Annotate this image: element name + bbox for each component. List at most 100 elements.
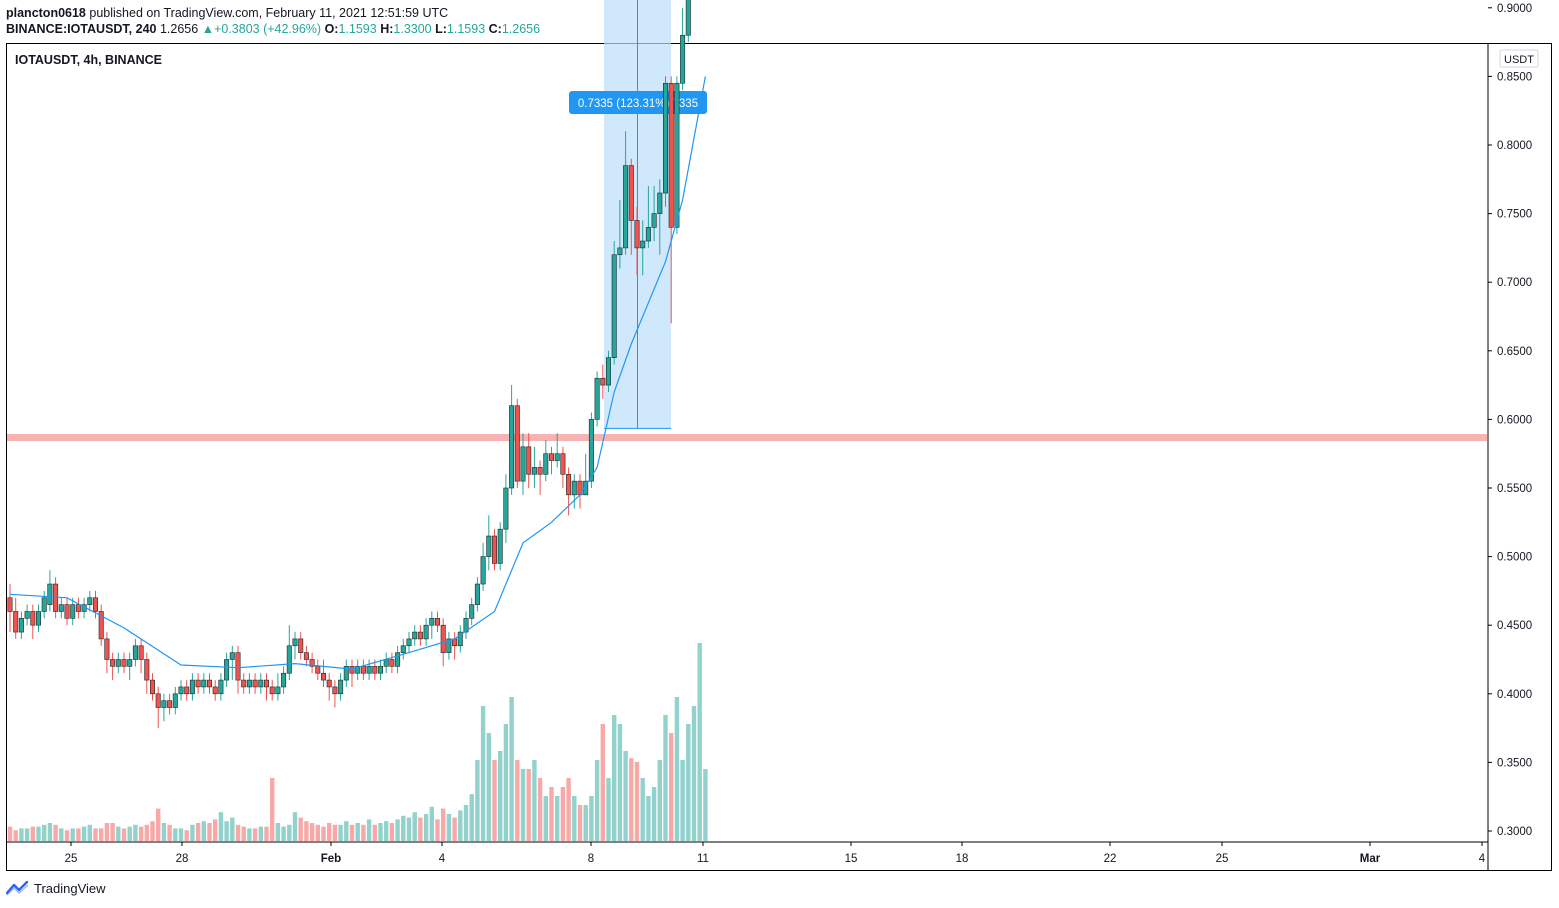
candle[interactable] xyxy=(320,659,326,687)
candle[interactable] xyxy=(469,597,475,626)
candle[interactable] xyxy=(503,474,509,543)
candle[interactable] xyxy=(13,597,19,639)
candle[interactable] xyxy=(281,666,287,694)
candle[interactable] xyxy=(292,632,298,660)
candle[interactable] xyxy=(554,433,560,468)
candle[interactable] xyxy=(349,659,355,687)
candle[interactable] xyxy=(121,652,127,674)
candle[interactable] xyxy=(246,673,252,694)
candle[interactable] xyxy=(543,439,549,482)
candle[interactable] xyxy=(93,590,99,619)
candle[interactable] xyxy=(520,433,526,495)
candle[interactable] xyxy=(548,446,554,475)
candle[interactable] xyxy=(560,446,566,488)
candle[interactable] xyxy=(600,364,606,399)
candle[interactable] xyxy=(235,645,241,694)
candle[interactable] xyxy=(486,515,492,571)
candle[interactable] xyxy=(195,673,201,694)
candle[interactable] xyxy=(685,0,691,43)
candle[interactable] xyxy=(110,652,116,681)
candle[interactable] xyxy=(457,625,463,653)
candle[interactable] xyxy=(355,659,361,681)
candle[interactable] xyxy=(161,693,167,722)
candle[interactable] xyxy=(668,76,674,324)
candle[interactable] xyxy=(417,625,423,646)
candle[interactable] xyxy=(104,632,110,674)
candle[interactable] xyxy=(605,350,611,392)
candle[interactable] xyxy=(167,693,173,715)
candle[interactable] xyxy=(651,186,657,242)
candle[interactable] xyxy=(588,412,594,488)
candle[interactable] xyxy=(366,659,372,681)
candle[interactable] xyxy=(640,220,646,276)
candle[interactable] xyxy=(144,652,150,694)
candle[interactable] xyxy=(497,522,503,571)
footer[interactable]: TradingView xyxy=(6,880,106,896)
candle[interactable] xyxy=(566,467,572,516)
candle[interactable] xyxy=(127,652,133,681)
candle[interactable] xyxy=(75,597,81,619)
candle[interactable] xyxy=(623,131,629,255)
candle[interactable] xyxy=(275,673,281,701)
candle[interactable] xyxy=(617,199,623,269)
author-name[interactable]: plancton0618 xyxy=(6,6,86,20)
candle[interactable] xyxy=(434,611,440,633)
candle[interactable] xyxy=(155,686,161,729)
candle[interactable] xyxy=(263,673,269,701)
candle[interactable] xyxy=(452,632,458,660)
candle[interactable] xyxy=(423,618,429,646)
candle[interactable] xyxy=(218,673,224,701)
currency-box[interactable] xyxy=(1499,49,1539,68)
candle[interactable] xyxy=(132,638,138,667)
candle[interactable] xyxy=(224,652,230,687)
candle[interactable] xyxy=(680,7,686,91)
candle[interactable] xyxy=(24,604,30,626)
candle[interactable] xyxy=(526,433,532,488)
candle[interactable] xyxy=(674,76,680,235)
candle[interactable] xyxy=(537,460,543,495)
candle[interactable] xyxy=(64,597,70,626)
candle[interactable] xyxy=(662,76,668,207)
candle[interactable] xyxy=(138,638,144,674)
candle[interactable] xyxy=(35,604,41,633)
candle[interactable] xyxy=(229,645,235,681)
candle[interactable] xyxy=(98,604,104,646)
candle[interactable] xyxy=(332,680,338,708)
candle[interactable] xyxy=(583,453,589,496)
candle[interactable] xyxy=(150,673,156,701)
candle[interactable] xyxy=(115,652,121,674)
candle[interactable] xyxy=(645,186,651,248)
candle[interactable] xyxy=(18,611,24,639)
candle[interactable] xyxy=(634,206,640,276)
candle[interactable] xyxy=(30,604,36,639)
candle[interactable] xyxy=(241,673,247,694)
candle[interactable] xyxy=(70,597,76,626)
candle[interactable] xyxy=(412,625,418,646)
candle[interactable] xyxy=(406,632,412,653)
candle[interactable] xyxy=(360,659,366,681)
candle[interactable] xyxy=(338,673,344,701)
candle[interactable] xyxy=(184,680,190,701)
candle[interactable] xyxy=(628,158,634,255)
candle[interactable] xyxy=(269,680,275,701)
candle[interactable] xyxy=(657,179,663,255)
candle[interactable] xyxy=(463,611,469,639)
candle[interactable] xyxy=(286,625,292,681)
candle[interactable] xyxy=(446,632,452,660)
resistance-zone-1[interactable] xyxy=(7,434,1487,442)
candle[interactable] xyxy=(509,385,515,495)
candle[interactable] xyxy=(309,652,315,674)
candle[interactable] xyxy=(258,673,264,694)
candle[interactable] xyxy=(298,632,304,660)
candle[interactable] xyxy=(571,474,577,509)
candle[interactable] xyxy=(7,584,13,633)
candle[interactable] xyxy=(514,398,520,488)
candle[interactable] xyxy=(41,590,47,619)
candle[interactable] xyxy=(611,241,617,365)
candle[interactable] xyxy=(491,529,497,571)
candle[interactable] xyxy=(207,673,213,694)
candle[interactable] xyxy=(383,652,389,674)
chart-frame[interactable] xyxy=(6,43,1552,871)
candle[interactable] xyxy=(395,645,401,674)
